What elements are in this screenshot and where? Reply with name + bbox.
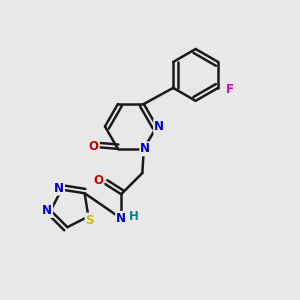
Text: S: S xyxy=(85,214,94,226)
Text: N: N xyxy=(154,120,164,133)
Text: N: N xyxy=(116,212,126,225)
Text: O: O xyxy=(89,140,99,153)
Text: O: O xyxy=(94,175,103,188)
Text: N: N xyxy=(54,182,64,195)
Text: N: N xyxy=(42,204,52,217)
Text: F: F xyxy=(226,83,234,96)
Text: N: N xyxy=(140,142,150,155)
Text: H: H xyxy=(129,209,138,223)
